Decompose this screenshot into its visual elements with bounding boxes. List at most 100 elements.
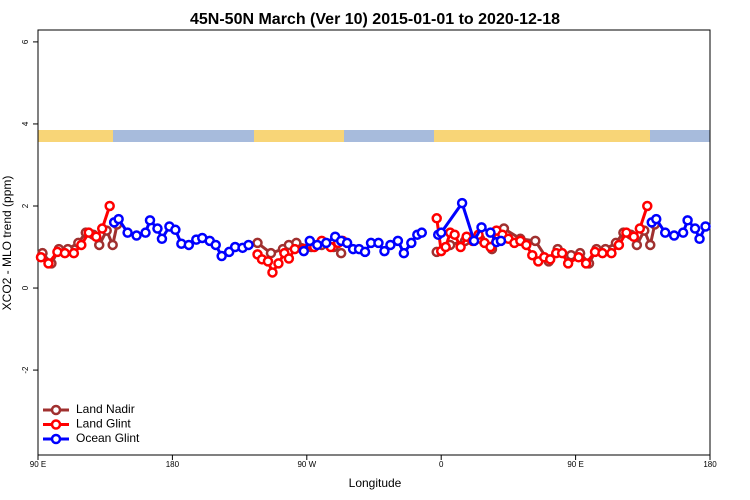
data-point (544, 254, 556, 265)
data-point (144, 215, 156, 226)
data-point (456, 197, 468, 209)
data-point (93, 239, 105, 251)
legend-label: Land Nadir (76, 402, 135, 416)
data-point (521, 239, 532, 251)
data-point (96, 223, 108, 234)
data-point (152, 223, 163, 234)
data-point (468, 235, 480, 247)
data-point (631, 239, 643, 251)
data-point (650, 213, 662, 225)
series (35, 200, 653, 278)
data-point (597, 247, 608, 259)
data-point (262, 256, 274, 267)
x-tick-label: 0 (439, 460, 444, 469)
y-tick-label: 6 (21, 39, 30, 44)
x-tick-label: 90 W (297, 460, 316, 469)
data-point (216, 250, 227, 262)
data-point (243, 239, 254, 251)
map-strip (38, 130, 710, 142)
x-tick-label: 180 (166, 460, 180, 469)
data-point (677, 227, 689, 238)
data-point (485, 227, 496, 238)
data-point (573, 252, 584, 263)
data-point (210, 239, 221, 251)
data-point (645, 239, 656, 251)
data-point (642, 200, 653, 212)
data-point (312, 239, 323, 251)
data-point (90, 231, 102, 243)
data-point (530, 235, 541, 247)
data-point (556, 247, 568, 259)
data-point (527, 249, 538, 261)
legend-marker (50, 419, 62, 430)
y-tick-label: 0 (21, 285, 30, 290)
data-point (385, 239, 396, 251)
data-point (406, 237, 417, 249)
data-point (580, 258, 592, 269)
data-point (131, 230, 142, 241)
chart-title: 45N-50N March (Ver 10) 2015-01-01 to 202… (190, 11, 560, 28)
x-tick-label: 90 E (567, 460, 583, 469)
data-point (373, 237, 384, 249)
plot-frame (37, 29, 711, 456)
data-point (113, 213, 124, 225)
y-tick-label: 2 (21, 203, 30, 208)
data-point (392, 235, 404, 247)
data-point (68, 247, 80, 259)
data-point (694, 233, 705, 245)
x-tick-label: 90 E (30, 460, 46, 469)
data-point (289, 243, 301, 255)
data-point (359, 246, 371, 258)
data-point (431, 213, 442, 224)
data-point (107, 239, 118, 251)
data-point (320, 237, 332, 249)
data-point (659, 227, 671, 238)
legend-label: Ocean Glint (76, 431, 140, 445)
data-point (170, 224, 181, 236)
data-point (59, 247, 71, 259)
land-band (38, 130, 113, 142)
y-axis-label: XCO2 - MLO trend (ppm) (0, 176, 14, 311)
data-point (35, 252, 47, 263)
data-point (304, 235, 316, 247)
data-point (122, 227, 133, 238)
data-point (606, 247, 617, 259)
data-point (379, 245, 390, 257)
data-point (449, 229, 460, 240)
data-point (634, 223, 646, 234)
land-band (254, 130, 344, 142)
data-point (298, 245, 310, 257)
data-point (628, 231, 640, 243)
data-point (273, 258, 284, 269)
data-point (435, 227, 447, 238)
data-point (76, 239, 87, 251)
data-point (267, 267, 278, 278)
data-point (104, 200, 115, 212)
data-point (398, 247, 410, 259)
data-point (455, 241, 466, 253)
data-point (335, 247, 347, 259)
y-tick-label: 4 (21, 121, 30, 126)
x-tick-label: 180 (703, 460, 717, 469)
x-axis-label: Longitude (349, 476, 402, 490)
data-point (283, 253, 295, 264)
data-point (689, 223, 701, 234)
data-point (440, 241, 451, 253)
data-point (140, 227, 151, 238)
data-point (156, 233, 168, 245)
data-point (476, 222, 487, 233)
data-point (43, 258, 54, 269)
data-point (682, 215, 693, 226)
y-tick-label: -2 (21, 366, 30, 374)
data-point (183, 239, 195, 251)
data-point (495, 235, 507, 247)
data-point (613, 239, 625, 251)
legend-marker (50, 404, 62, 416)
data-point (341, 237, 353, 249)
legend-marker (50, 433, 62, 445)
data-point (621, 227, 632, 238)
data-point (668, 230, 680, 241)
data-point (83, 227, 95, 238)
legend-label: Land Glint (76, 417, 131, 431)
